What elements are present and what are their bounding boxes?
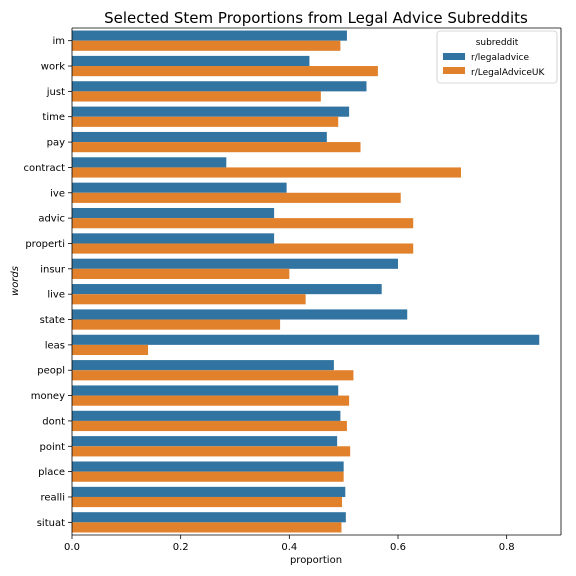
bar-live-legaladviceuk bbox=[72, 294, 306, 305]
x-tick-label: 0.2 bbox=[173, 542, 189, 553]
chart-title: Selected Stem Proportions from Legal Adv… bbox=[104, 9, 528, 27]
y-tick-label-dont: dont bbox=[42, 416, 65, 427]
bar-ive-legaladvice bbox=[72, 182, 287, 193]
legend-title: subreddit bbox=[476, 38, 519, 48]
bar-dont-legaladviceuk bbox=[72, 420, 347, 432]
bar-state-legaladviceuk bbox=[72, 319, 281, 330]
bar-time-legaladvice bbox=[72, 106, 350, 117]
y-tick-label-im: im bbox=[52, 36, 65, 47]
bar-just-legaladviceuk bbox=[72, 91, 321, 102]
bar-insur-legaladviceuk bbox=[72, 268, 290, 279]
x-tick-label: 0.8 bbox=[499, 542, 515, 553]
y-tick-label-realli: realli bbox=[40, 492, 65, 503]
bar-situat-legaladviceuk bbox=[72, 522, 342, 533]
bar-point-legaladviceuk bbox=[72, 446, 351, 457]
bar-peopl-legaladviceuk bbox=[72, 370, 354, 381]
legend-swatch-legaladvice bbox=[443, 53, 465, 60]
legend-label-legaladvice: r/legaladvice bbox=[471, 53, 530, 63]
x-tick-label: 0.4 bbox=[281, 542, 297, 553]
y-tick-label-situat: situat bbox=[37, 518, 65, 529]
bar-properti-legaladvice bbox=[72, 233, 275, 244]
bar-dont-legaladvice bbox=[72, 410, 341, 421]
y-tick-label-contract: contract bbox=[23, 163, 65, 174]
y-tick-label-point: point bbox=[39, 442, 65, 453]
y-tick-label-place: place bbox=[38, 467, 65, 478]
bar-contract-legaladviceuk bbox=[72, 167, 462, 178]
bar-realli-legaladvice bbox=[72, 486, 346, 497]
y-axis-ticks: im work just time pay contract ive advic propert… bbox=[23, 36, 72, 529]
y-tick-label-properti: properti bbox=[25, 239, 65, 250]
legend: subreddit r/legaladvice r/LegalAdviceUK bbox=[436, 30, 558, 84]
bar-leas-legaladviceuk bbox=[72, 344, 149, 356]
y-axis-label: words bbox=[10, 266, 21, 296]
bar-place-legaladvice bbox=[72, 461, 344, 472]
bar-realli-legaladviceuk bbox=[72, 496, 343, 508]
bar-im-legaladvice bbox=[72, 30, 347, 41]
bar-money-legaladviceuk bbox=[72, 395, 350, 406]
x-tick-label: 0.0 bbox=[64, 542, 80, 553]
legend-frame bbox=[436, 30, 558, 84]
bar-time-legaladviceuk bbox=[72, 116, 339, 127]
legend-swatch-legaladviceuk bbox=[443, 67, 465, 74]
bar-live-legaladvice bbox=[72, 284, 382, 295]
y-tick-label-time: time bbox=[42, 112, 65, 123]
bar-money-legaladvice bbox=[72, 385, 339, 396]
bar-pay-legaladviceuk bbox=[72, 142, 361, 153]
y-tick-label-money: money bbox=[31, 391, 65, 402]
y-tick-label-live: live bbox=[47, 290, 65, 301]
bar-work-legaladvice bbox=[72, 55, 310, 67]
x-axis-label: proportion bbox=[290, 555, 342, 566]
y-tick-label-peopl: peopl bbox=[37, 366, 65, 377]
bar-situat-legaladvice bbox=[72, 512, 346, 523]
bar-peopl-legaladvice bbox=[72, 360, 334, 371]
bar-leas-legaladvice bbox=[72, 334, 540, 345]
y-tick-label-state: state bbox=[40, 315, 65, 326]
bar-work-legaladviceuk bbox=[72, 66, 378, 77]
y-tick-label-just: just bbox=[46, 87, 65, 98]
bar-just-legaladvice bbox=[72, 81, 367, 92]
y-tick-label-insur: insur bbox=[40, 264, 66, 275]
bar-point-legaladvice bbox=[72, 436, 338, 447]
bar-pay-legaladvice bbox=[72, 131, 327, 143]
bar-advic-legaladvice bbox=[72, 207, 275, 219]
bars-group bbox=[72, 30, 540, 533]
bar-contract-legaladvice bbox=[72, 157, 227, 168]
y-tick-label-advic: advic bbox=[38, 214, 65, 225]
bar-place-legaladviceuk bbox=[72, 471, 344, 482]
x-axis-ticks: 0.0 0.2 0.4 0.6 0.8 bbox=[64, 535, 515, 553]
y-tick-label-leas: leas bbox=[45, 340, 65, 351]
bar-advic-legaladviceuk bbox=[72, 218, 414, 229]
y-tick-label-ive: ive bbox=[50, 188, 65, 199]
bar-state-legaladvice bbox=[72, 309, 408, 320]
bar-insur-legaladvice bbox=[72, 258, 398, 269]
bar-ive-legaladviceuk bbox=[72, 192, 401, 203]
bar-properti-legaladviceuk bbox=[72, 243, 414, 254]
y-tick-label-pay: pay bbox=[47, 138, 65, 149]
y-tick-label-work: work bbox=[41, 62, 65, 73]
legend-label-legaladviceuk: r/LegalAdviceUK bbox=[471, 68, 545, 78]
x-tick-label: 0.6 bbox=[390, 542, 406, 553]
bar-im-legaladviceuk bbox=[72, 40, 341, 51]
